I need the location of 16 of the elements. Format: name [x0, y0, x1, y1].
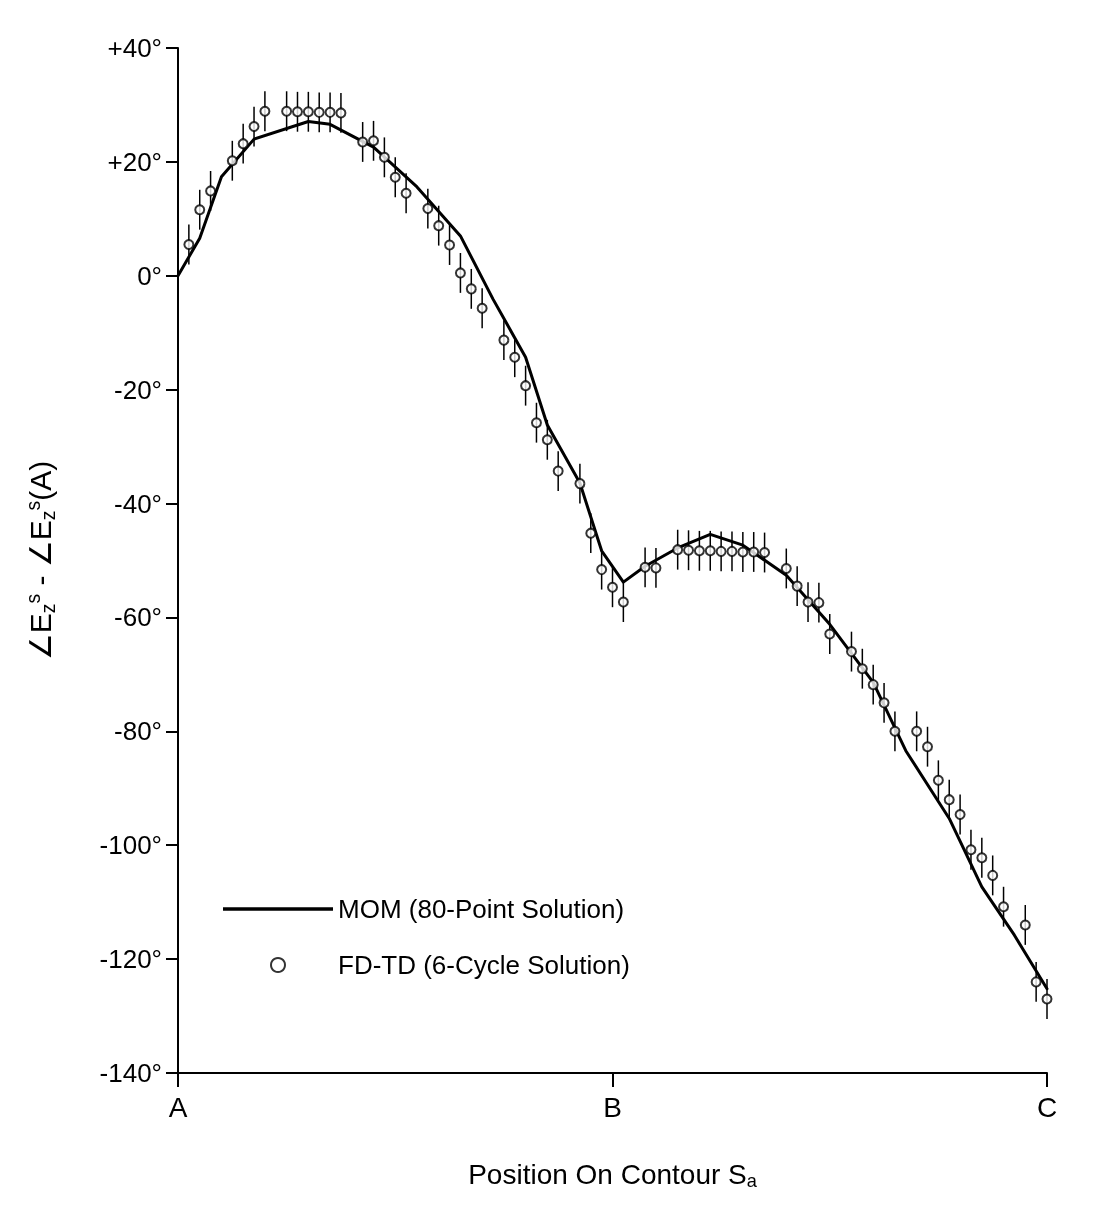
y-tick-label: -40°: [114, 488, 162, 519]
y-tick-label: +40°: [107, 33, 162, 63]
y-tick-label: 0°: [137, 260, 162, 291]
y-tick-label: +20°: [107, 146, 162, 177]
x-tick-label: A: [168, 1091, 188, 1123]
y-axis-title: ∠Ezs - ∠Ezs(A): [22, 460, 59, 661]
y-tick-label: -100°: [99, 830, 162, 861]
y-tick-label: -140°: [99, 1058, 162, 1088]
y-tick-label: -60°: [114, 602, 162, 633]
x-tick-label: B: [603, 1091, 622, 1123]
y-tick-label: -80°: [114, 716, 162, 747]
y-tick-label: -120°: [99, 944, 162, 975]
y-tick-label: -20°: [114, 374, 162, 405]
legend-label: MOM (80-Point Solution): [338, 894, 625, 924]
legend-label: FD-TD (6-Cycle Solution): [338, 950, 630, 980]
x-tick-label: C: [1036, 1091, 1058, 1123]
